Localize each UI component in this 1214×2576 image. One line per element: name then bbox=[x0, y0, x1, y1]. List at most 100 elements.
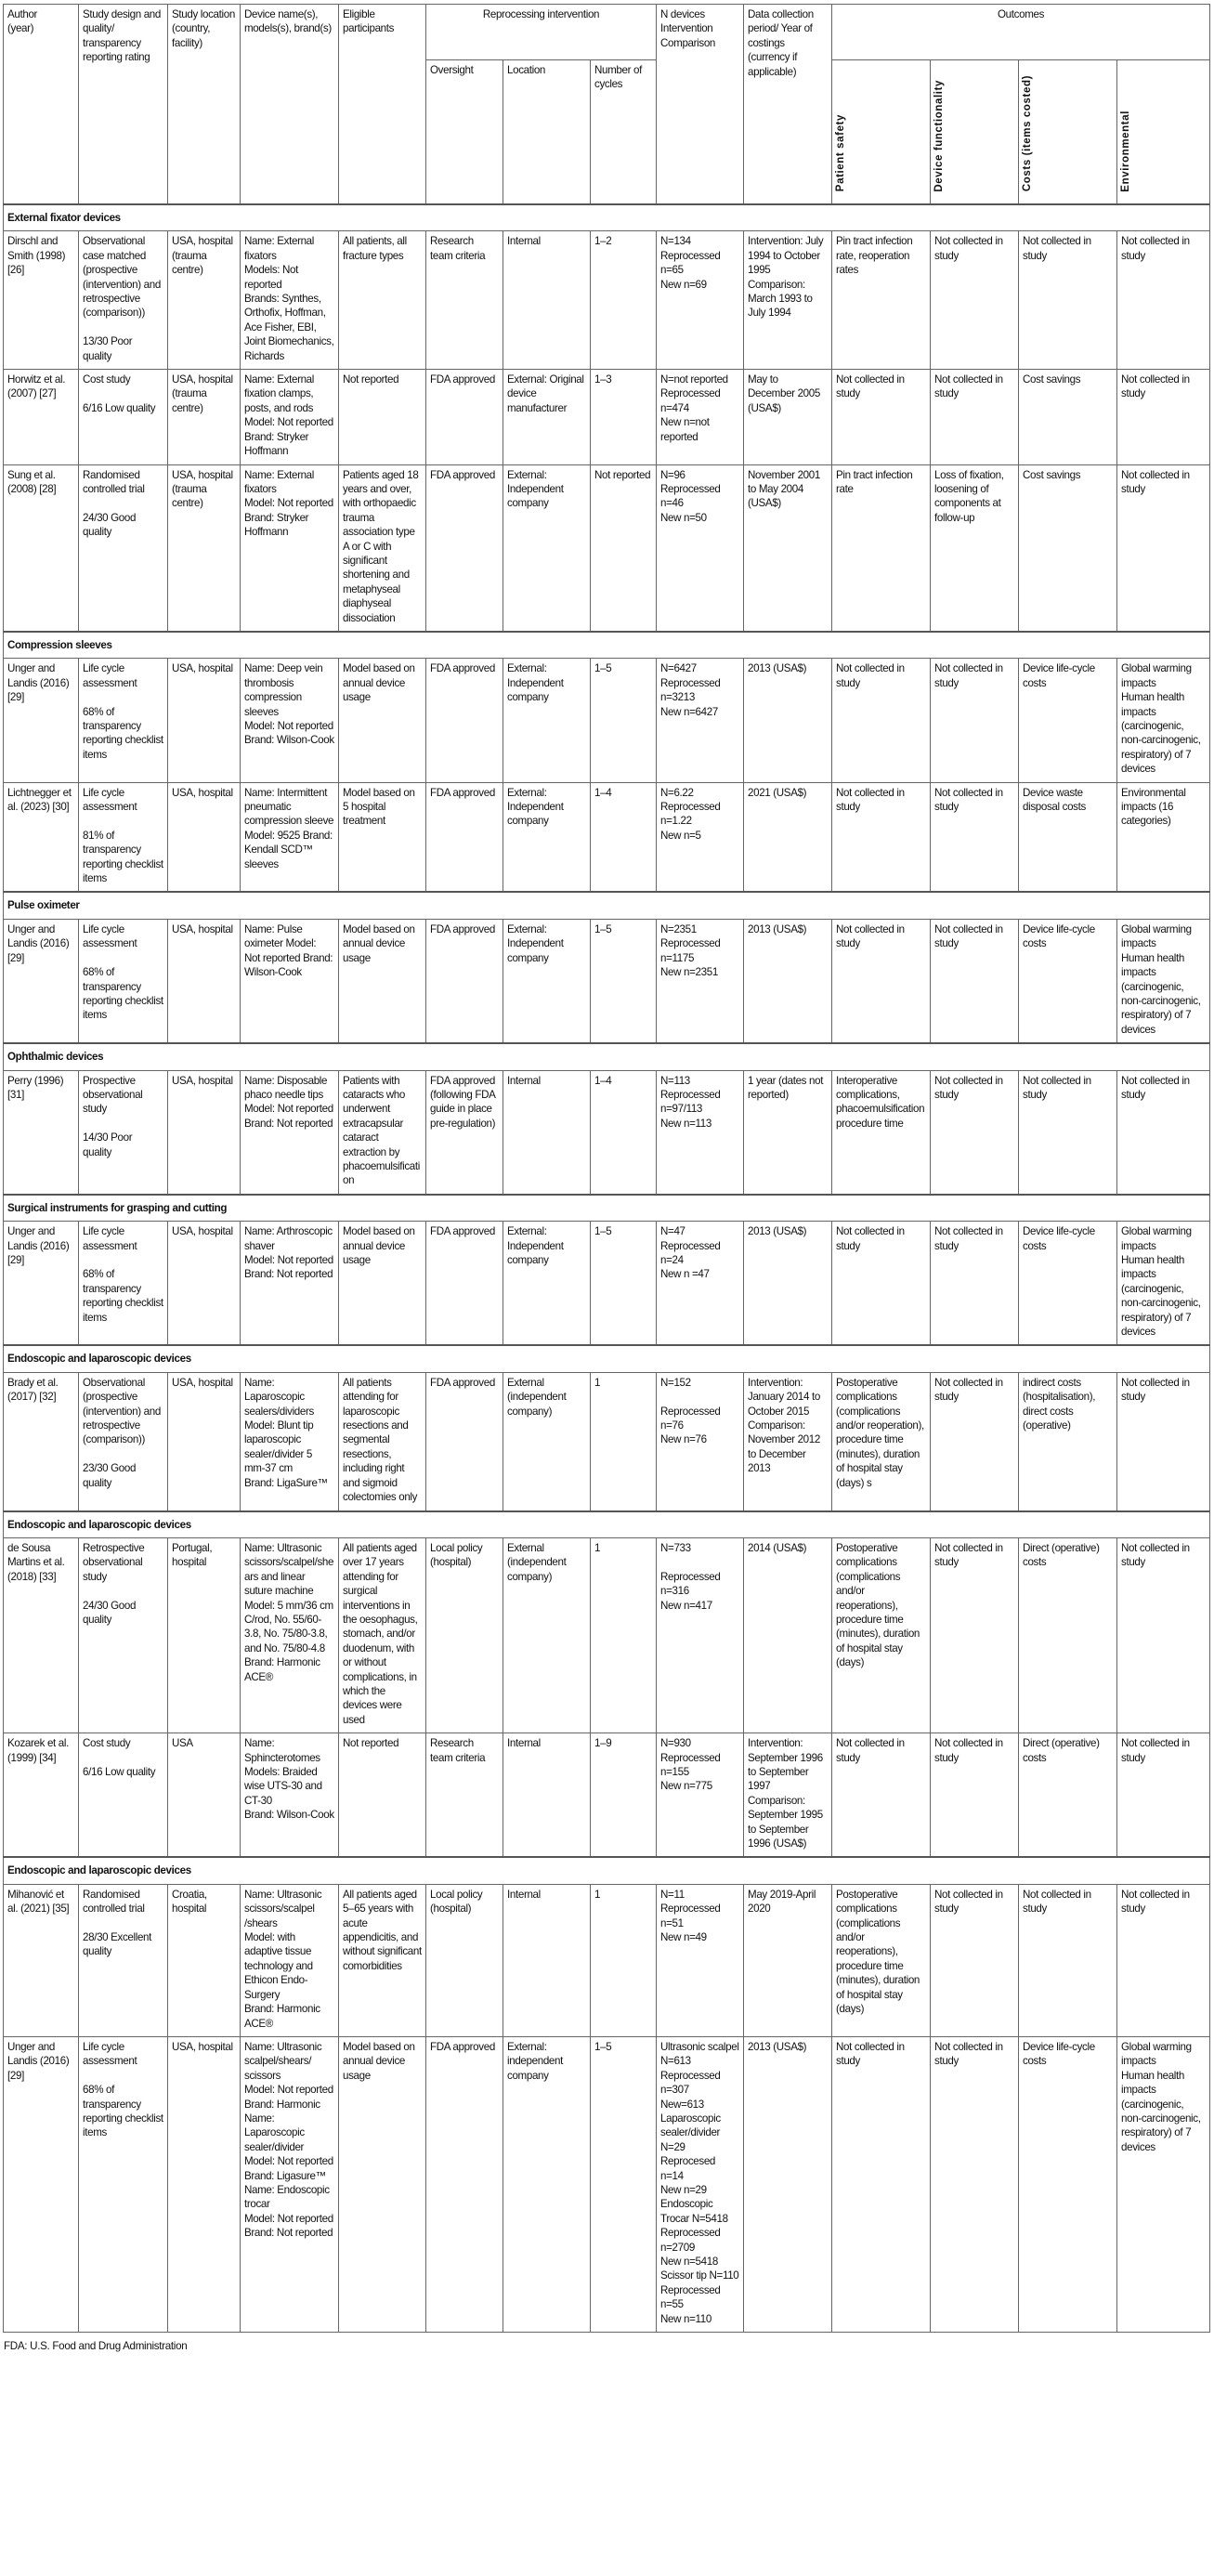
cell-environmental: Global warming impacts Human health impa… bbox=[1116, 918, 1211, 1044]
section-row: Surgical instruments for grasping and cu… bbox=[2, 1193, 1211, 1223]
section-title: Endoscopic and laparoscopic devices bbox=[2, 1856, 1211, 1885]
table-body: External fixator devices Dirschl and Smit… bbox=[2, 203, 1211, 2334]
cell-n-devices: N=6427 Reprocessed n=3213 New n=6427 bbox=[656, 658, 745, 783]
cell-period: November 2001 to May 2004 (USA$) bbox=[743, 464, 833, 633]
cell-location: Croatia, hospital bbox=[167, 1883, 241, 2037]
header-costs: Costs (items costed) bbox=[1018, 59, 1118, 205]
cell-costs: Device life-cycle costs bbox=[1018, 918, 1118, 1044]
cell-functionality: Not collected in study bbox=[930, 1536, 1020, 1734]
cell-location: Portugal, hospital bbox=[167, 1536, 241, 1734]
cell-eligible: Model based on annual device usage bbox=[338, 1221, 426, 1346]
cell-rep-location: External: Original device manufacturer bbox=[503, 369, 591, 465]
cell-n-devices: N=11 Reprocessed n=51 New n=49 bbox=[656, 1883, 745, 2037]
header-environmental-label: Environmental bbox=[1120, 110, 1132, 192]
cell-rep-location: External: Independent company bbox=[503, 918, 591, 1044]
cell-design: Life cycle assessment 68% of transparenc… bbox=[78, 2035, 168, 2334]
cell-author: Unger and Landis (2016) [29] bbox=[3, 1221, 79, 1346]
cell-patient-safety: Postoperative complications (complicatio… bbox=[831, 1536, 932, 1734]
cell-environmental: Not collected in study bbox=[1116, 1371, 1211, 1512]
cell-design: Life cycle assessment 68% of transparenc… bbox=[78, 1221, 168, 1346]
cell-patient-safety: Postoperative complications (complicatio… bbox=[831, 1371, 932, 1512]
cell-device: Name: External fixation clamps, posts, a… bbox=[240, 369, 339, 465]
cell-cycles: 1 bbox=[589, 1371, 658, 1512]
studies-table: Author (year) Study design and quality/ … bbox=[2, 4, 1211, 2334]
cell-oversight: Research team criteria bbox=[425, 1733, 503, 1858]
cell-oversight: Local policy (hospital) bbox=[425, 1536, 503, 1734]
cell-costs: Device life-cycle costs bbox=[1018, 658, 1118, 783]
cell-functionality: Not collected in study bbox=[930, 781, 1020, 893]
cell-oversight: FDA approved bbox=[425, 1371, 503, 1512]
cell-environmental: Not collected in study bbox=[1116, 230, 1211, 371]
table-row: Kozarek et al. (1999) [34] Cost study 6/1… bbox=[3, 1733, 1211, 1858]
cell-cycles: 1 bbox=[589, 1536, 658, 1734]
cell-cycles: 1–3 bbox=[589, 369, 658, 465]
cell-functionality: Not collected in study bbox=[930, 1883, 1020, 2037]
cell-author: Unger and Landis (2016) [29] bbox=[3, 2035, 79, 2334]
cell-patient-safety: Not collected in study bbox=[831, 658, 932, 783]
cell-costs: Device life-cycle costs bbox=[1018, 2035, 1118, 2334]
cell-device: Name: Sphincterotomes Models: Braided wi… bbox=[240, 1733, 339, 1858]
cell-costs: Not collected in study bbox=[1018, 230, 1118, 371]
cell-cycles: 1–5 bbox=[589, 658, 658, 783]
cell-design: Cost study 6/16 Low quality bbox=[78, 369, 168, 465]
cell-costs: Device life-cycle costs bbox=[1018, 1221, 1118, 1346]
cell-rep-location: External: Independent company bbox=[503, 658, 591, 783]
cell-oversight: FDA approved bbox=[425, 658, 503, 783]
section-row: Pulse oximeter bbox=[2, 891, 1211, 920]
cell-eligible: All patients, all fracture types bbox=[338, 230, 426, 371]
cell-period: 2013 (USA$) bbox=[743, 658, 833, 783]
cell-n-devices: N=96 Reprocessed n=46 New n=50 bbox=[656, 464, 745, 633]
table-header: Author (year) Study design and quality/ … bbox=[3, 4, 1211, 205]
cell-rep-location: External: Independent company bbox=[503, 464, 591, 633]
header-outcomes: Outcomes bbox=[831, 4, 1211, 60]
table-row: de Sousa Martins et al. (2018) [33] Retro… bbox=[3, 1536, 1211, 1734]
section-title: Pulse oximeter bbox=[2, 891, 1211, 920]
section-row: Compression sleeves bbox=[2, 630, 1211, 660]
cell-n-devices: N=47 Reprocessed n=24 New n =47 bbox=[656, 1221, 745, 1346]
cell-eligible: Model based on 5 hospital treatment bbox=[338, 781, 426, 893]
cell-author: Kozarek et al. (1999) [34] bbox=[3, 1733, 79, 1858]
cell-patient-safety: Not collected in study bbox=[831, 1733, 932, 1858]
cell-patient-safety: Interoperative complications, phacoemuls… bbox=[831, 1069, 932, 1196]
header-rep-location: Location bbox=[503, 59, 591, 205]
cell-location: USA, hospital bbox=[167, 2035, 241, 2334]
table-row: Sung et al. (2008) [28] Randomised contro… bbox=[3, 464, 1211, 633]
cell-eligible: All patients aged 5–65 years with acute … bbox=[338, 1883, 426, 2037]
section-title: External fixator devices bbox=[2, 203, 1211, 232]
cell-design: Life cycle assessment 81% of transparenc… bbox=[78, 781, 168, 893]
header-device: Device name(s), models(s), brand(s) bbox=[240, 4, 339, 205]
cell-design: Life cycle assessment 68% of transparenc… bbox=[78, 918, 168, 1044]
cell-oversight: FDA approved (following FDA guide in pla… bbox=[425, 1069, 503, 1196]
cell-oversight: FDA approved bbox=[425, 464, 503, 633]
cell-location: USA, hospital (trauma centre) bbox=[167, 369, 241, 465]
cell-author: Horwitz et al. (2007) [27] bbox=[3, 369, 79, 465]
cell-oversight: FDA approved bbox=[425, 369, 503, 465]
cell-n-devices: N=733 Reprocessed n=316 New n=417 bbox=[656, 1536, 745, 1734]
header-reprocessing: Reprocessing intervention bbox=[424, 4, 658, 60]
cell-n-devices: N=152 Reprocessed n=76 New n=76 bbox=[656, 1371, 745, 1512]
cell-device: Name: Ultrasonic scissors/scalpel/shears… bbox=[240, 1536, 339, 1734]
header-cycles: Number of cycles bbox=[589, 59, 658, 205]
cell-patient-safety: Postoperative complications (complicatio… bbox=[831, 1883, 932, 2037]
cell-environmental: Global warming impacts Human health impa… bbox=[1116, 1221, 1211, 1346]
cell-oversight: FDA approved bbox=[425, 918, 503, 1044]
cell-functionality: Not collected in study bbox=[930, 230, 1020, 371]
cell-design: Cost study 6/16 Low quality bbox=[78, 1733, 168, 1858]
cell-location: USA, hospital bbox=[167, 1371, 241, 1512]
cell-functionality: Not collected in study bbox=[930, 1069, 1020, 1196]
cell-patient-safety: Not collected in study bbox=[831, 2035, 932, 2334]
section-title: Endoscopic and laparoscopic devices bbox=[2, 1344, 1211, 1373]
section-title: Surgical instruments for grasping and cu… bbox=[2, 1193, 1211, 1223]
cell-design: Retrospective observational study 24/30 … bbox=[78, 1536, 168, 1734]
cell-design: Life cycle assessment 68% of transparenc… bbox=[78, 658, 168, 783]
cell-eligible: All patients aged over 17 years attendin… bbox=[338, 1536, 426, 1734]
cell-period: 2013 (USA$) bbox=[743, 1221, 833, 1346]
header-location: Study location (country, facility) bbox=[167, 4, 241, 205]
cell-oversight: FDA approved bbox=[425, 781, 503, 893]
cell-costs: Not collected in study bbox=[1018, 1883, 1118, 2037]
cell-environmental: Not collected in study bbox=[1116, 1733, 1211, 1858]
cell-location: USA bbox=[167, 1733, 241, 1858]
cell-patient-safety: Pin tract infection rate, reoperation ra… bbox=[831, 230, 932, 371]
table-row: Unger and Landis (2016) [29] Life cycle a… bbox=[3, 2035, 1211, 2334]
cell-costs: indirect costs (hospitalisation), direct… bbox=[1018, 1371, 1118, 1512]
